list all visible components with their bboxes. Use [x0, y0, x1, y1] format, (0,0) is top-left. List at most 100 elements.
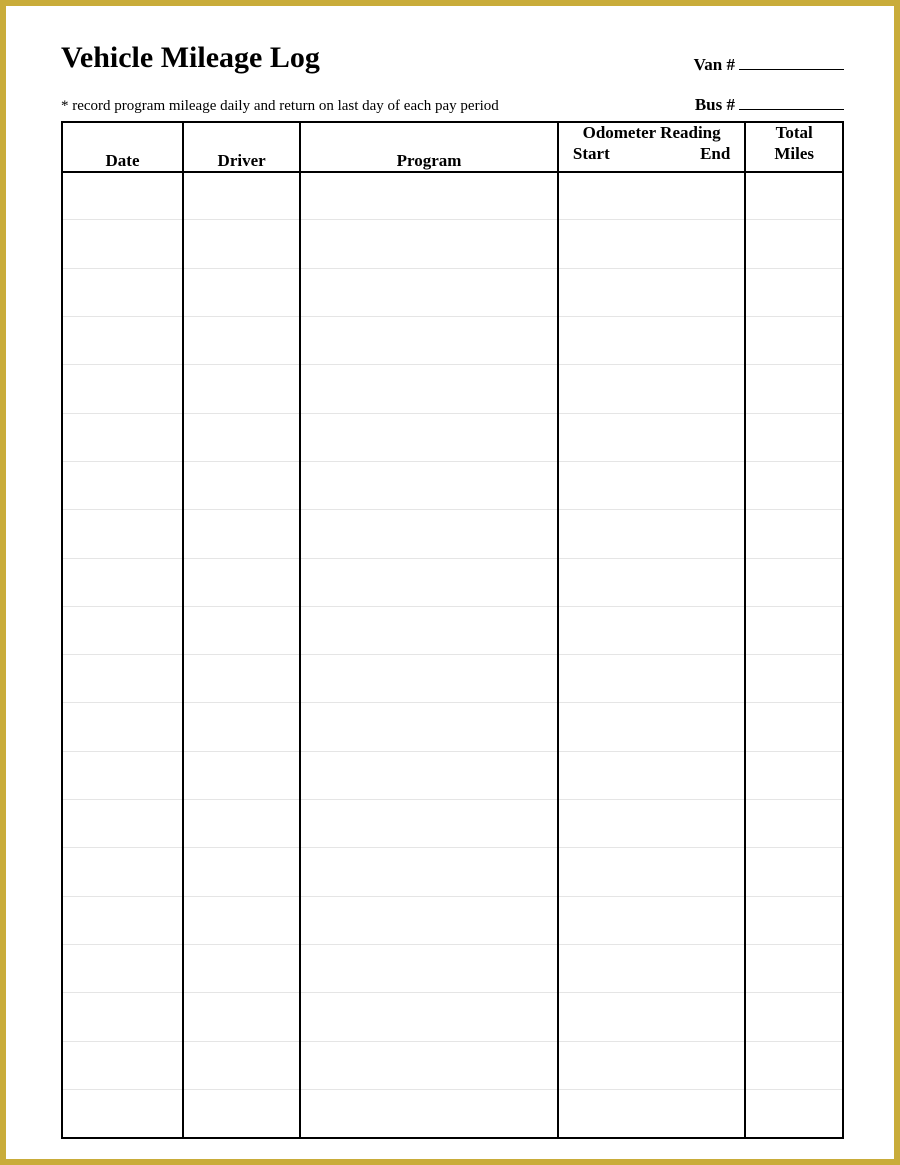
cell-total_miles[interactable]: [745, 1041, 843, 1089]
cell-date[interactable]: [62, 268, 183, 316]
cell-date[interactable]: [62, 558, 183, 606]
cell-date[interactable]: [62, 365, 183, 413]
cell-program[interactable]: [300, 703, 558, 751]
cell-driver[interactable]: [183, 461, 300, 509]
cell-driver[interactable]: [183, 365, 300, 413]
cell-date[interactable]: [62, 1089, 183, 1137]
cell-odometer_start[interactable]: [558, 896, 652, 944]
cell-driver[interactable]: [183, 413, 300, 461]
cell-odometer_start[interactable]: [558, 558, 652, 606]
cell-odometer_start[interactable]: [558, 1041, 652, 1089]
cell-total_miles[interactable]: [745, 268, 843, 316]
cell-program[interactable]: [300, 558, 558, 606]
cell-driver[interactable]: [183, 751, 300, 799]
cell-program[interactable]: [300, 510, 558, 558]
cell-odometer_end[interactable]: [652, 848, 746, 896]
cell-odometer_end[interactable]: [652, 413, 746, 461]
cell-odometer_end[interactable]: [652, 558, 746, 606]
cell-odometer_start[interactable]: [558, 172, 652, 220]
cell-date[interactable]: [62, 606, 183, 654]
cell-total_miles[interactable]: [745, 848, 843, 896]
cell-odometer_start[interactable]: [558, 993, 652, 1041]
cell-odometer_end[interactable]: [652, 1041, 746, 1089]
cell-odometer_end[interactable]: [652, 317, 746, 365]
cell-date[interactable]: [62, 220, 183, 268]
cell-driver[interactable]: [183, 944, 300, 992]
cell-total_miles[interactable]: [745, 220, 843, 268]
cell-driver[interactable]: [183, 220, 300, 268]
cell-program[interactable]: [300, 461, 558, 509]
cell-total_miles[interactable]: [745, 365, 843, 413]
cell-odometer_start[interactable]: [558, 848, 652, 896]
cell-odometer_start[interactable]: [558, 944, 652, 992]
cell-odometer_start[interactable]: [558, 1089, 652, 1137]
cell-odometer_end[interactable]: [652, 461, 746, 509]
cell-total_miles[interactable]: [745, 993, 843, 1041]
cell-program[interactable]: [300, 413, 558, 461]
cell-odometer_end[interactable]: [652, 172, 746, 220]
cell-total_miles[interactable]: [745, 461, 843, 509]
cell-date[interactable]: [62, 172, 183, 220]
cell-date[interactable]: [62, 993, 183, 1041]
cell-date[interactable]: [62, 655, 183, 703]
cell-total_miles[interactable]: [745, 606, 843, 654]
cell-odometer_start[interactable]: [558, 703, 652, 751]
cell-odometer_start[interactable]: [558, 510, 652, 558]
cell-total_miles[interactable]: [745, 1089, 843, 1137]
cell-odometer_end[interactable]: [652, 268, 746, 316]
cell-odometer_end[interactable]: [652, 800, 746, 848]
cell-driver[interactable]: [183, 558, 300, 606]
cell-odometer_start[interactable]: [558, 268, 652, 316]
cell-odometer_end[interactable]: [652, 220, 746, 268]
cell-program[interactable]: [300, 606, 558, 654]
cell-driver[interactable]: [183, 606, 300, 654]
cell-driver[interactable]: [183, 993, 300, 1041]
van-value-line[interactable]: [739, 51, 844, 70]
cell-program[interactable]: [300, 268, 558, 316]
cell-odometer_start[interactable]: [558, 800, 652, 848]
cell-driver[interactable]: [183, 848, 300, 896]
cell-driver[interactable]: [183, 317, 300, 365]
cell-total_miles[interactable]: [745, 655, 843, 703]
cell-date[interactable]: [62, 461, 183, 509]
cell-total_miles[interactable]: [745, 317, 843, 365]
cell-driver[interactable]: [183, 1089, 300, 1137]
cell-total_miles[interactable]: [745, 896, 843, 944]
cell-odometer_start[interactable]: [558, 606, 652, 654]
cell-odometer_end[interactable]: [652, 703, 746, 751]
cell-odometer_end[interactable]: [652, 510, 746, 558]
cell-driver[interactable]: [183, 655, 300, 703]
cell-date[interactable]: [62, 800, 183, 848]
cell-program[interactable]: [300, 944, 558, 992]
cell-date[interactable]: [62, 317, 183, 365]
cell-driver[interactable]: [183, 268, 300, 316]
cell-odometer_start[interactable]: [558, 220, 652, 268]
cell-driver[interactable]: [183, 703, 300, 751]
cell-total_miles[interactable]: [745, 703, 843, 751]
cell-date[interactable]: [62, 413, 183, 461]
cell-odometer_start[interactable]: [558, 413, 652, 461]
cell-odometer_start[interactable]: [558, 655, 652, 703]
cell-program[interactable]: [300, 1041, 558, 1089]
bus-value-line[interactable]: [739, 91, 844, 110]
cell-total_miles[interactable]: [745, 413, 843, 461]
cell-date[interactable]: [62, 896, 183, 944]
cell-total_miles[interactable]: [745, 944, 843, 992]
cell-total_miles[interactable]: [745, 172, 843, 220]
cell-odometer_start[interactable]: [558, 461, 652, 509]
cell-program[interactable]: [300, 317, 558, 365]
cell-date[interactable]: [62, 751, 183, 799]
cell-driver[interactable]: [183, 172, 300, 220]
cell-driver[interactable]: [183, 510, 300, 558]
cell-program[interactable]: [300, 655, 558, 703]
cell-program[interactable]: [300, 365, 558, 413]
cell-odometer_end[interactable]: [652, 655, 746, 703]
cell-program[interactable]: [300, 751, 558, 799]
cell-odometer_start[interactable]: [558, 751, 652, 799]
cell-program[interactable]: [300, 896, 558, 944]
cell-program[interactable]: [300, 220, 558, 268]
cell-date[interactable]: [62, 703, 183, 751]
cell-date[interactable]: [62, 848, 183, 896]
cell-total_miles[interactable]: [745, 510, 843, 558]
cell-odometer_end[interactable]: [652, 1089, 746, 1137]
